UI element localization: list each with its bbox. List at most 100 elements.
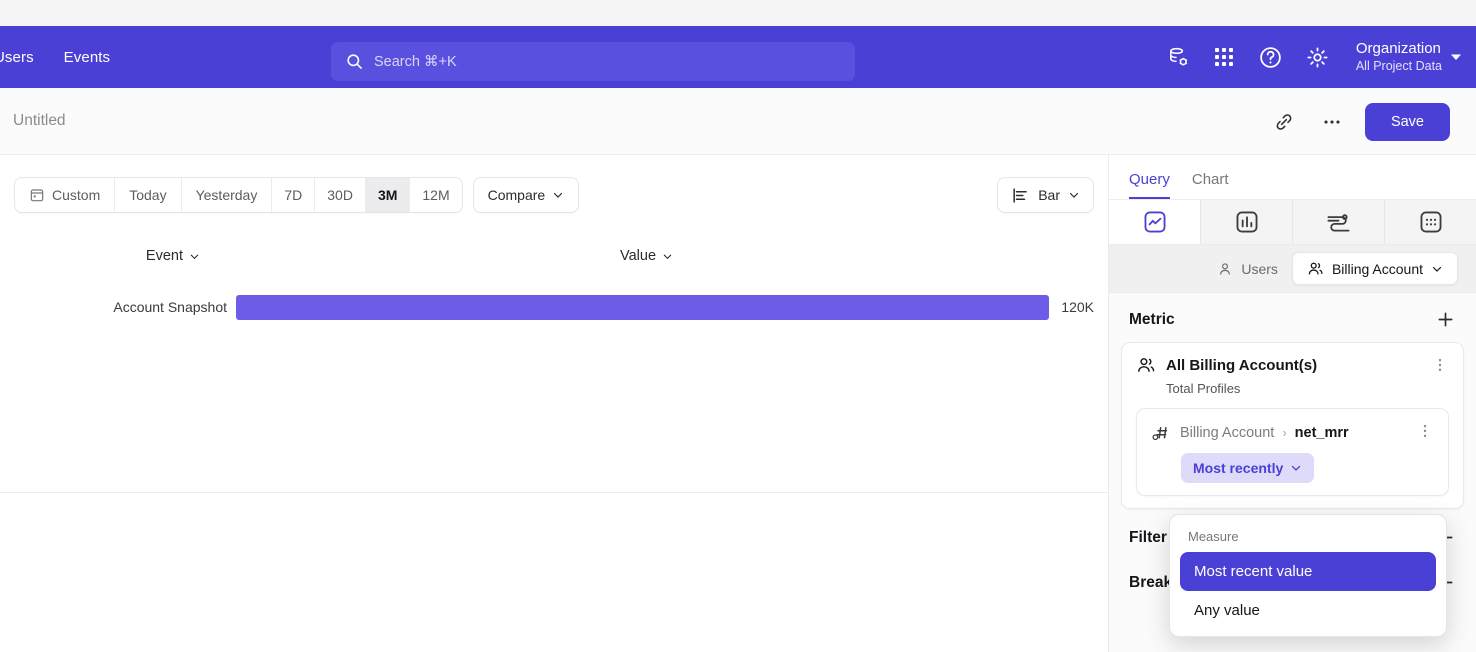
workspace-body: Custom Today Yesterday 7D 30D bbox=[0, 155, 1476, 652]
chart-col-event-dropdown[interactable]: Event bbox=[146, 248, 200, 264]
link-icon[interactable] bbox=[1269, 107, 1299, 137]
report-actions: Save bbox=[1269, 88, 1450, 155]
chevron-down-icon bbox=[552, 189, 564, 201]
save-button[interactable]: Save bbox=[1364, 102, 1450, 141]
user-icon bbox=[1217, 261, 1233, 277]
measure-option-most-recent-value[interactable]: Most recent value bbox=[1180, 552, 1436, 591]
query-pane: Query Chart bbox=[1109, 155, 1476, 652]
navbar-links: Users Events bbox=[0, 45, 112, 70]
organization-selector[interactable]: Organization All Project Data bbox=[1356, 40, 1462, 74]
global-navbar: Users Events Search ⌘+K bbox=[0, 26, 1476, 88]
chart-bar-row: Account Snapshot 120K bbox=[0, 294, 1108, 320]
gear-icon[interactable] bbox=[1305, 45, 1330, 70]
nav-link-events[interactable]: Events bbox=[62, 45, 112, 70]
metric-card-header[interactable]: All Billing Account(s) bbox=[1122, 343, 1463, 379]
metric-section-title: Metric bbox=[1129, 310, 1175, 328]
range-3m[interactable]: 3M bbox=[365, 177, 411, 212]
analysis-type-funnel[interactable] bbox=[1293, 200, 1385, 244]
chevron-down-icon bbox=[1431, 263, 1443, 275]
query-pane-tabs: Query Chart bbox=[1109, 155, 1476, 200]
retention-grid-icon bbox=[1418, 209, 1444, 235]
search-icon bbox=[345, 52, 364, 71]
chart-type-dropdown[interactable]: Bar bbox=[997, 177, 1094, 213]
analysis-type-bar[interactable] bbox=[1201, 200, 1293, 244]
range-12m[interactable]: 12M bbox=[410, 178, 461, 212]
range-custom[interactable]: Custom bbox=[15, 177, 116, 212]
trend-line-icon bbox=[1142, 209, 1168, 235]
metric-card-title: All Billing Account(s) bbox=[1166, 356, 1318, 374]
chart-bar-label: Account Snapshot bbox=[113, 299, 227, 315]
ellipsis-icon[interactable] bbox=[1317, 107, 1347, 137]
tab-chart[interactable]: Chart bbox=[1192, 171, 1229, 199]
database-settings-icon[interactable] bbox=[1167, 46, 1190, 69]
measure-dropdown-header: Measure bbox=[1188, 529, 1239, 544]
nav-link-events-label: Events bbox=[63, 48, 111, 66]
calendar-icon bbox=[29, 187, 45, 203]
property-card-property: net_mrr bbox=[1294, 424, 1349, 441]
vertical-dots-icon[interactable] bbox=[1431, 356, 1449, 374]
chart-col-event-label: Event bbox=[145, 248, 183, 264]
range-30d[interactable]: 30D bbox=[315, 177, 366, 212]
chart-bar-value: 120K bbox=[1061, 299, 1094, 315]
help-circle-icon[interactable] bbox=[1258, 45, 1283, 70]
analysis-type-trend[interactable] bbox=[1109, 200, 1201, 244]
bar-chart-icon bbox=[1011, 186, 1030, 205]
chart-bar-fill[interactable] bbox=[236, 294, 1050, 320]
analysis-type-retention[interactable] bbox=[1385, 200, 1476, 244]
vertical-dots-icon[interactable] bbox=[1416, 422, 1434, 440]
scope-selector: Users Billing Account bbox=[1109, 245, 1476, 293]
measure-pill-label: Most recently bbox=[1193, 460, 1284, 476]
global-search-input[interactable]: Search ⌘+K bbox=[331, 42, 855, 81]
range-today[interactable]: Today bbox=[115, 177, 182, 212]
plus-icon[interactable] bbox=[1435, 309, 1456, 330]
measure-selector-pill[interactable]: Most recently bbox=[1181, 453, 1315, 483]
tab-query-label: Query bbox=[1129, 171, 1170, 188]
users-group-icon bbox=[1136, 355, 1156, 375]
scope-billing-account[interactable]: Billing Account bbox=[1291, 252, 1458, 285]
funnel-flow-icon bbox=[1325, 209, 1352, 236]
chart-col-value-dropdown[interactable]: Value bbox=[620, 248, 673, 264]
range-yesterday[interactable]: Yesterday bbox=[182, 177, 273, 212]
chevron-down-icon bbox=[189, 251, 200, 262]
filter-section-title: Filter bbox=[1129, 528, 1167, 546]
measure-dropdown-menu: Measure Most recent value Any value bbox=[1169, 514, 1447, 637]
tab-query[interactable]: Query bbox=[1129, 171, 1170, 199]
organization-text: Organization All Project Data bbox=[1356, 40, 1442, 74]
metric-section-header: Metric bbox=[1109, 293, 1476, 342]
chart-type-label: Bar bbox=[1038, 187, 1060, 203]
nav-link-users[interactable]: Users bbox=[0, 45, 36, 70]
compare-dropdown[interactable]: Compare bbox=[472, 176, 580, 213]
bar-chart-icon bbox=[1234, 209, 1260, 235]
measure-option-most-recent-value-label: Most recent value bbox=[1194, 563, 1313, 580]
organization-subtitle: All Project Data bbox=[1355, 58, 1442, 73]
range-7d-label: 7D bbox=[284, 186, 303, 203]
metric-card-subtitle: Total Profiles bbox=[1166, 381, 1241, 396]
scope-billing-account-label: Billing Account bbox=[1331, 260, 1423, 277]
property-card-header[interactable]: Billing Account › net_mrr bbox=[1137, 409, 1448, 449]
search-placeholder: Search ⌘+K bbox=[374, 53, 457, 70]
range-3m-label: 3M bbox=[377, 186, 398, 203]
range-7d[interactable]: 7D bbox=[272, 177, 316, 212]
chart-col-event: Event bbox=[0, 248, 236, 264]
report-title-input[interactable]: Untitled bbox=[13, 112, 66, 129]
range-12m-label: 12M bbox=[422, 186, 450, 203]
chart-col-value: Value bbox=[620, 248, 673, 264]
apps-grid-icon[interactable] bbox=[1212, 45, 1236, 69]
chevron-down-icon bbox=[1290, 462, 1302, 474]
chart-column-headers: Event Value bbox=[0, 234, 1108, 278]
measure-option-any-value[interactable]: Any value bbox=[1180, 591, 1436, 630]
chart-bottom-divider bbox=[0, 492, 1108, 493]
chevron-down-icon bbox=[1068, 189, 1080, 201]
chevron-down-icon bbox=[662, 251, 673, 262]
window-top-strip bbox=[0, 0, 1476, 26]
compare-label: Compare bbox=[487, 186, 546, 203]
range-today-label: Today bbox=[129, 186, 167, 203]
organization-title: Organization bbox=[1355, 39, 1441, 57]
report-titlebar: Untitled Save bbox=[0, 88, 1476, 155]
metric-card: All Billing Account(s) Total Profiles bbox=[1121, 342, 1464, 509]
scope-users[interactable]: Users bbox=[1203, 254, 1292, 284]
chart-bar-track: 120K bbox=[236, 294, 1108, 320]
range-30d-label: 30D bbox=[327, 186, 353, 203]
chevron-down-icon bbox=[1450, 51, 1462, 63]
